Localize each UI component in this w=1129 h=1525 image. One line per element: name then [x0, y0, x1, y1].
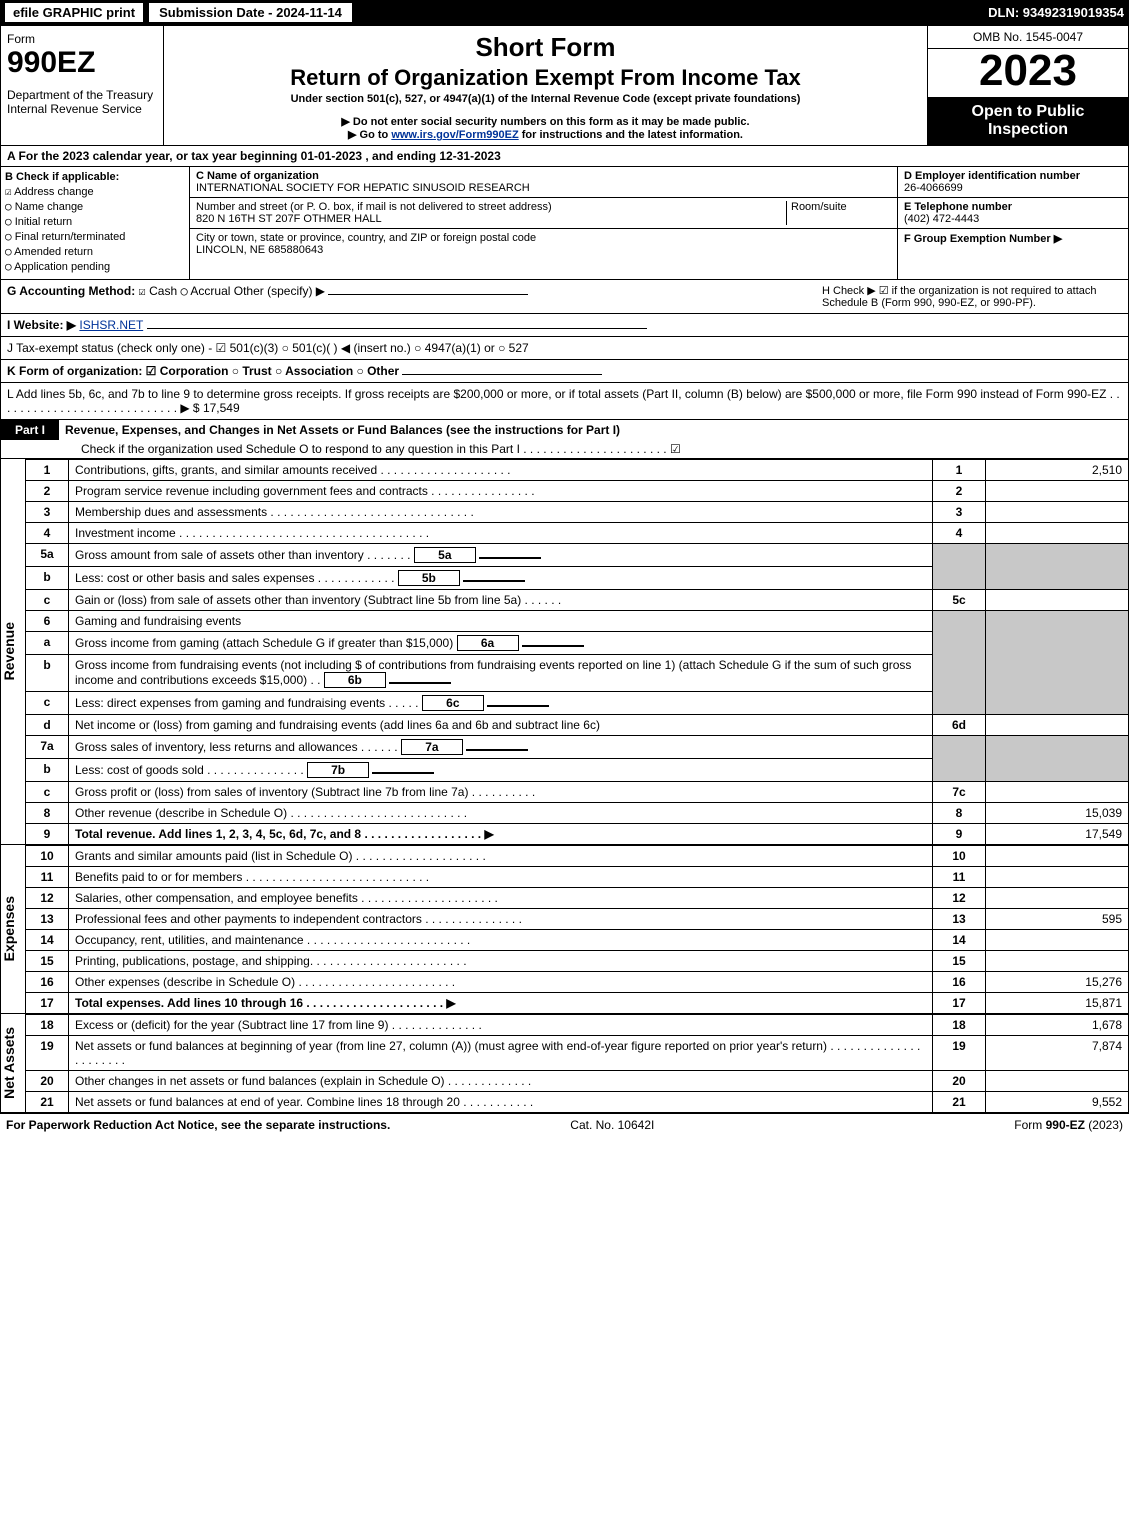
- chk-address[interactable]: ☑ Address change: [5, 185, 185, 198]
- k-label: K Form of organization: ☑ Corporation ○ …: [7, 364, 399, 378]
- row-k: K Form of organization: ☑ Corporation ○ …: [0, 360, 1129, 383]
- part1-title: Revenue, Expenses, and Changes in Net As…: [59, 420, 626, 440]
- expenses-side: Expenses: [1, 896, 25, 961]
- expenses-section: Expenses 10Grants and similar amounts pa…: [0, 845, 1129, 1014]
- bullet-ssn: ▶ Do not enter social security numbers o…: [168, 115, 923, 128]
- street-row: Number and street (or P. O. box, if mail…: [190, 198, 897, 229]
- c-name-lbl: C Name of organization: [196, 170, 319, 182]
- website-link[interactable]: ISHSR.NET: [79, 318, 143, 332]
- ein: 26-4066699: [904, 182, 963, 194]
- row-a-period: A For the 2023 calendar year, or tax yea…: [0, 146, 1129, 167]
- chk-initial[interactable]: ○ Initial return: [5, 215, 185, 228]
- chk-accrual[interactable]: ○: [180, 284, 187, 298]
- ein-row: D Employer identification number 26-4066…: [898, 167, 1128, 198]
- tel: (402) 472-4443: [904, 213, 979, 225]
- revenue-side: Revenue: [1, 622, 25, 680]
- revenue-section: Revenue 1Contributions, gifts, grants, a…: [0, 459, 1129, 845]
- chk-name[interactable]: ○ Name change: [5, 200, 185, 213]
- block-b: B Check if applicable: ☑ Address change …: [1, 167, 190, 279]
- efile-label: efile GRAPHIC print: [5, 3, 143, 22]
- row-l: L Add lines 5b, 6c, and 7b to line 9 to …: [0, 383, 1129, 420]
- city: LINCOLN, NE 685880643: [196, 244, 323, 256]
- form-header: Form 990EZ Department of the Treasury In…: [0, 25, 1129, 146]
- city-lbl: City or town, state or province, country…: [196, 232, 536, 244]
- footer: For Paperwork Reduction Act Notice, see …: [0, 1113, 1129, 1136]
- top-bar: efile GRAPHIC print Submission Date - 20…: [0, 0, 1129, 25]
- row-j: J Tax-exempt status (check only one) - ☑…: [0, 337, 1129, 360]
- org-name-row: C Name of organization INTERNATIONAL SOC…: [190, 167, 897, 198]
- street: 820 N 16TH ST 207F OTHMER HALL: [196, 213, 382, 225]
- netassets-side: Net Assets: [1, 1027, 25, 1099]
- ein-lbl: D Employer identification number: [904, 170, 1080, 182]
- open-public: Open to Public Inspection: [928, 97, 1128, 145]
- title-return: Return of Organization Exempt From Incom…: [168, 65, 923, 91]
- title-short-form: Short Form: [168, 32, 923, 63]
- g-left: G Accounting Method: ☑ Cash ○ Accrual Ot…: [7, 284, 528, 309]
- revenue-table: 1Contributions, gifts, grants, and simil…: [25, 459, 1129, 845]
- subtitle: Under section 501(c), 527, or 4947(a)(1)…: [168, 93, 923, 105]
- irs-label: Internal Revenue Service: [7, 102, 157, 116]
- tax-year: 2023: [928, 49, 1128, 93]
- tel-row: E Telephone number (402) 472-4443: [898, 198, 1128, 229]
- part1-label: Part I: [1, 420, 59, 440]
- irs-link[interactable]: www.irs.gov/Form990EZ: [391, 129, 518, 141]
- header-right: OMB No. 1545-0047 2023 Open to Public In…: [927, 26, 1128, 145]
- row-g: G Accounting Method: ☑ Cash ○ Accrual Ot…: [0, 280, 1129, 314]
- part1-check: Check if the organization used Schedule …: [1, 440, 1128, 458]
- chk-cash[interactable]: ☑: [139, 284, 146, 298]
- header-mid: Short Form Return of Organization Exempt…: [164, 26, 927, 145]
- city-row: City or town, state or province, country…: [190, 229, 897, 259]
- i-label: I Website: ▶: [7, 318, 76, 332]
- footer-right: Form 990-EZ (2023): [1014, 1118, 1123, 1132]
- chk-final[interactable]: ○ Final return/terminated: [5, 230, 185, 243]
- block-bcd: B Check if applicable: ☑ Address change …: [0, 167, 1129, 280]
- street-lbl: Number and street (or P. O. box, if mail…: [196, 201, 552, 213]
- other-input[interactable]: [328, 294, 528, 295]
- bullet-goto: ▶ Go to www.irs.gov/Form990EZ for instru…: [168, 128, 923, 141]
- netassets-section: Net Assets 18Excess or (deficit) for the…: [0, 1014, 1129, 1113]
- netassets-table: 18Excess or (deficit) for the year (Subt…: [25, 1014, 1129, 1113]
- block-d: D Employer identification number 26-4066…: [897, 167, 1128, 279]
- form-word: Form: [7, 32, 157, 46]
- header-left: Form 990EZ Department of the Treasury In…: [1, 26, 164, 145]
- org-name: INTERNATIONAL SOCIETY FOR HEPATIC SINUSO…: [196, 182, 530, 194]
- g-label: G Accounting Method:: [7, 284, 135, 298]
- group-row: F Group Exemption Number ▶: [898, 229, 1128, 248]
- block-c: C Name of organization INTERNATIONAL SOC…: [190, 167, 897, 279]
- dept-treasury: Department of the Treasury: [7, 88, 157, 102]
- part1-header: Part I Revenue, Expenses, and Changes in…: [0, 420, 1129, 459]
- tel-lbl: E Telephone number: [904, 201, 1012, 213]
- footer-cat: Cat. No. 10642I: [570, 1118, 654, 1132]
- chk-amended[interactable]: ○ Amended return: [5, 245, 185, 258]
- form-number: 990EZ: [7, 46, 157, 80]
- room-lbl: Room/suite: [786, 201, 891, 225]
- submission-date: Submission Date - 2024-11-14: [149, 3, 352, 22]
- expenses-table: 10Grants and similar amounts paid (list …: [25, 845, 1129, 1014]
- row-h: H Check ▶ ☑ if the organization is not r…: [822, 284, 1122, 309]
- chk-pending[interactable]: ○ Application pending: [5, 260, 185, 273]
- footer-left: For Paperwork Reduction Act Notice, see …: [6, 1118, 390, 1132]
- dln-label: DLN: 93492319019354: [988, 5, 1124, 20]
- group-lbl: F Group Exemption Number ▶: [904, 233, 1062, 245]
- b-label: B Check if applicable:: [5, 171, 185, 183]
- row-i: I Website: ▶ ISHSR.NET: [0, 314, 1129, 337]
